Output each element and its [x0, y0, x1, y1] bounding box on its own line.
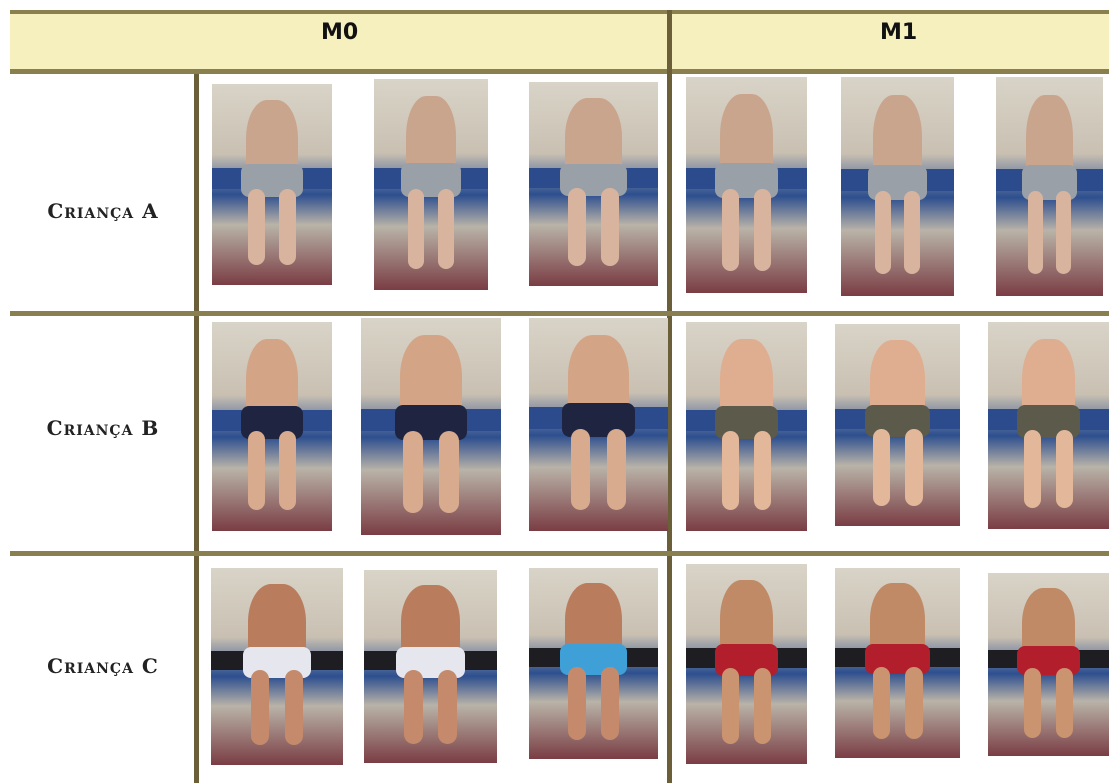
photo-c-m1-3 [988, 573, 1109, 756]
photo-a-m0-3 [529, 82, 658, 286]
photo-a-m1-3 [996, 77, 1103, 296]
photo-a-m0-1 [212, 84, 332, 285]
photo-b-m0-2 [361, 318, 501, 535]
header-band [10, 10, 1109, 74]
column-divider [667, 10, 672, 783]
photo-b-m1-1 [686, 322, 807, 531]
row-label-c: Criança C [47, 654, 159, 678]
photo-a-m1-1 [686, 77, 807, 293]
photo-c-m1-1 [686, 564, 807, 764]
row-label-a: Criança A [47, 199, 159, 223]
row-rule-1 [10, 311, 1109, 316]
photo-a-m1-2 [841, 77, 954, 296]
column-title-m0: M0 [321, 20, 359, 45]
photo-b-m0-3 [529, 318, 668, 531]
photo-b-m1-2 [835, 324, 960, 526]
photo-a-m0-2 [374, 79, 488, 290]
column-title-m1: M1 [880, 20, 918, 45]
photo-c-m0-3 [529, 568, 658, 759]
row-rule-2 [10, 551, 1109, 556]
row-label-b: Criança B [46, 416, 160, 440]
photo-c-m0-2 [364, 570, 497, 763]
photo-c-m1-2 [835, 568, 960, 758]
label-divider [194, 74, 199, 783]
photo-b-m0-1 [212, 322, 332, 531]
photo-c-m0-1 [211, 568, 343, 765]
photo-b-m1-3 [988, 322, 1109, 529]
